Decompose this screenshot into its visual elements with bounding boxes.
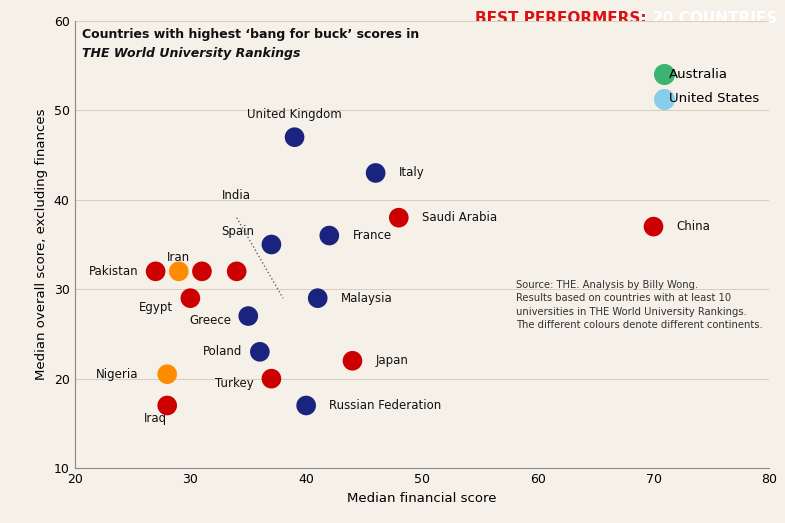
Point [346,357,359,365]
Text: THE World University Rankings: THE World University Rankings [82,47,300,60]
Text: Greece: Greece [189,314,231,327]
Text: Malaysia: Malaysia [341,292,392,305]
Text: Countries with highest ‘bang for buck’ scores in: Countries with highest ‘bang for buck’ s… [82,28,418,41]
Point [392,213,405,222]
Point [312,294,324,302]
Point [195,267,208,276]
Text: TOP 20 COUNTRIES: TOP 20 COUNTRIES [607,12,777,26]
Point [288,133,301,141]
Text: Pakistan: Pakistan [89,265,138,278]
Point [265,241,278,249]
Y-axis label: Median overall score, excluding finances: Median overall score, excluding finances [35,109,48,380]
X-axis label: Median financial score: Median financial score [347,492,497,505]
Point [300,401,312,410]
Text: Spain: Spain [221,224,254,237]
Text: Poland: Poland [203,345,243,358]
Text: Turkey: Turkey [215,377,254,390]
Point [161,401,173,410]
Text: Iran: Iran [167,252,190,265]
Point [161,370,173,378]
Text: Source: THE. Analysis by Billy Wong.
Results based on countries with at least 10: Source: THE. Analysis by Billy Wong. Res… [516,280,762,330]
Text: China: China [677,220,710,233]
Point [254,348,266,356]
Text: Saudi Arabia: Saudi Arabia [422,211,497,224]
Text: United Kingdom: United Kingdom [247,108,342,121]
Point [230,267,243,276]
Text: BEST PERFORMERS:: BEST PERFORMERS: [475,12,647,26]
Point [265,374,278,383]
Point [369,169,382,177]
Text: Russian Federation: Russian Federation [329,399,441,412]
Point [173,267,185,276]
Point [184,294,196,302]
Text: Japan: Japan [375,354,408,367]
Text: Nigeria: Nigeria [96,368,138,381]
Point [149,267,162,276]
Text: Italy: Italy [399,166,425,179]
Legend: Australia, United States: Australia, United States [663,68,759,105]
Text: France: France [352,229,392,242]
Text: Egypt: Egypt [139,301,173,314]
Point [323,231,335,240]
Text: India: India [222,189,251,202]
Point [242,312,254,320]
Point [647,222,659,231]
Text: Iraq: Iraq [144,413,167,425]
